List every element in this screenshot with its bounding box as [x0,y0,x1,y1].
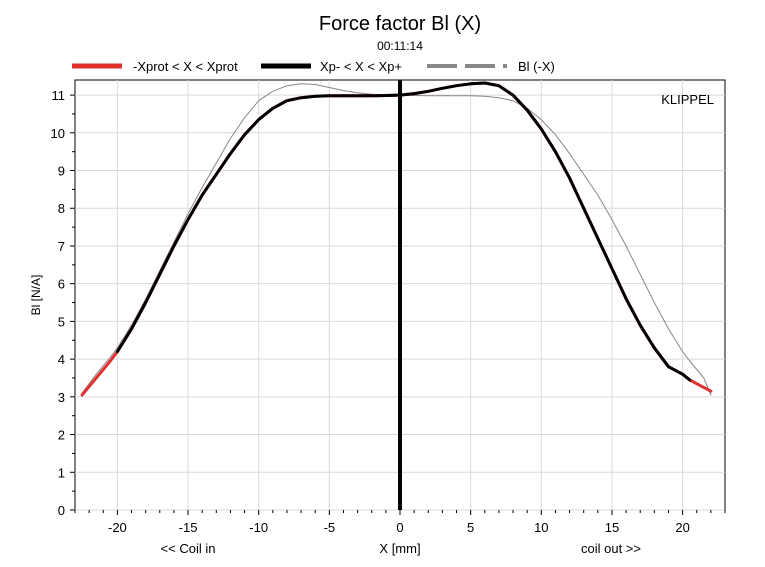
y-tick-label: 2 [58,428,65,443]
y-tick-label: 10 [51,126,65,141]
watermark-klippel: KLIPPEL [661,92,714,107]
x-axis-label: X [mm] [379,541,420,556]
series-line-1 [115,81,692,382]
legend-label-0: -Xprot < X < Xprot [133,59,238,74]
x-tick-label: -10 [249,520,268,535]
y-tick-label: 9 [58,164,65,179]
chart-subtitle: 00:11:14 [377,39,423,53]
x-tick-label: 15 [605,520,619,535]
x-axis-label-left: << Coil in [161,541,216,556]
legend-label-2: Bl (-X) [518,59,555,74]
x-tick-label: -20 [108,520,127,535]
y-tick-label: 6 [58,277,65,292]
x-tick-label: 5 [467,520,474,535]
y-tick-label: 4 [58,352,65,367]
x-tick-label: 20 [675,520,689,535]
y-tick-label: 7 [58,239,65,254]
x-tick-label: 0 [396,520,403,535]
ticks: -20 -15 -10 -5 0 5 10 15 20 0 1 2 3 4 5 6 7 8 9 10 11 [51,88,726,535]
legend-label-1: Xp- < X < Xp+ [320,59,402,74]
y-tick-label: 1 [58,465,65,480]
x-tick-label: 10 [534,520,548,535]
y-axis-label: Bl [N/A] [29,275,43,316]
y-tick-label: 8 [58,201,65,216]
x-axis-label-right: coil out >> [581,541,641,556]
chart-title: Force factor Bl (X) [319,13,481,35]
y-tick-label: 5 [58,314,65,329]
y-tick-label: 3 [58,390,65,405]
legend: -Xprot < X < Xprot Xp- < X < Xp+ Bl (-X) [72,59,555,74]
y-tick-label: 11 [52,88,66,103]
y-tick-label: 0 [58,503,65,518]
x-tick-label: -15 [179,520,198,535]
x-tick-label: -5 [324,520,336,535]
